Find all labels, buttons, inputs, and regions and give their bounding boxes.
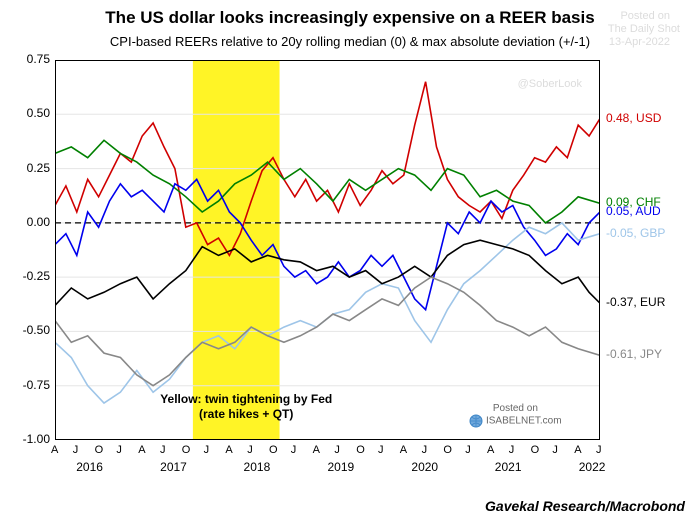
x-quarter-label: J (596, 444, 602, 456)
x-quarter-label: O (182, 444, 191, 456)
x-year-label: 2022 (579, 460, 606, 474)
y-tick-label: 0.25 (10, 161, 50, 175)
x-quarter-label: J (509, 444, 515, 456)
x-quarter-label: O (269, 444, 278, 456)
x-quarter-label: A (400, 444, 407, 456)
highlight-annotation: Yellow: twin tightening by Fed (rate hik… (146, 392, 346, 421)
x-quarter-label: J (552, 444, 558, 456)
y-tick-label: -0.25 (10, 269, 50, 283)
end-label-usd: 0.48, USD (606, 111, 661, 125)
posted-site: ISABELNET.com (486, 416, 562, 427)
end-label-eur: -0.37, EUR (606, 295, 665, 309)
x-quarter-label: A (574, 444, 581, 456)
x-quarter-label: O (531, 444, 540, 456)
globe-icon (469, 414, 483, 428)
series-aud (55, 179, 600, 309)
series-gbp (55, 223, 600, 403)
y-tick-label: 0.00 (10, 215, 50, 229)
watermark-line3: 13-Apr-2022 (609, 36, 670, 48)
plot-area (55, 60, 600, 440)
x-quarter-label: J (422, 444, 428, 456)
x-quarter-label: J (204, 444, 210, 456)
x-quarter-label: J (247, 444, 253, 456)
plot-border (56, 61, 600, 440)
x-year-label: 2017 (160, 460, 187, 474)
x-quarter-label: A (313, 444, 320, 456)
chart-container: The US dollar looks increasingly expensi… (0, 0, 700, 520)
series-eur (55, 240, 600, 305)
x-quarter-label: J (334, 444, 340, 456)
watermark-line2: The Daily Shot (608, 23, 680, 35)
x-year-label: 2019 (327, 460, 354, 474)
chart-subtitle: CPI-based REERs relative to 20y rolling … (0, 34, 700, 49)
x-quarter-label: J (160, 444, 166, 456)
y-tick-label: -0.50 (10, 323, 50, 337)
x-year-label: 2018 (244, 460, 271, 474)
chart-title: The US dollar looks increasingly expensi… (0, 8, 700, 28)
x-quarter-label: J (378, 444, 384, 456)
annotation-line2: (rate hikes + QT) (199, 407, 293, 421)
x-year-label: 2020 (411, 460, 438, 474)
posted-on-text: Posted on (493, 403, 538, 414)
watermark-line1: Posted on (620, 10, 670, 22)
x-quarter-label: J (465, 444, 471, 456)
x-year-label: 2021 (495, 460, 522, 474)
x-quarter-label: A (138, 444, 145, 456)
x-quarter-label: O (443, 444, 452, 456)
x-quarter-label: J (291, 444, 297, 456)
end-label-jpy: -0.61, JPY (606, 347, 662, 361)
credit-text: Gavekal Research/Macrobond (485, 498, 685, 514)
y-tick-label: 0.75 (10, 52, 50, 66)
x-quarter-label: J (73, 444, 79, 456)
end-label-aud: 0.05, AUD (606, 204, 661, 218)
end-label-gbp: -0.05, GBP (606, 226, 665, 240)
y-tick-label: 0.50 (10, 106, 50, 120)
x-quarter-label: O (95, 444, 104, 456)
x-year-label: 2016 (76, 460, 103, 474)
y-tick-label: -0.75 (10, 378, 50, 392)
x-quarter-label: J (116, 444, 122, 456)
x-quarter-label: A (51, 444, 58, 456)
x-quarter-label: A (225, 444, 232, 456)
posted-on-box: Posted on ISABELNET.com (469, 403, 561, 428)
annotation-line1: Yellow: twin tightening by Fed (160, 392, 332, 406)
y-tick-label: -1.00 (10, 432, 50, 446)
x-quarter-label: A (487, 444, 494, 456)
x-quarter-label: O (356, 444, 365, 456)
